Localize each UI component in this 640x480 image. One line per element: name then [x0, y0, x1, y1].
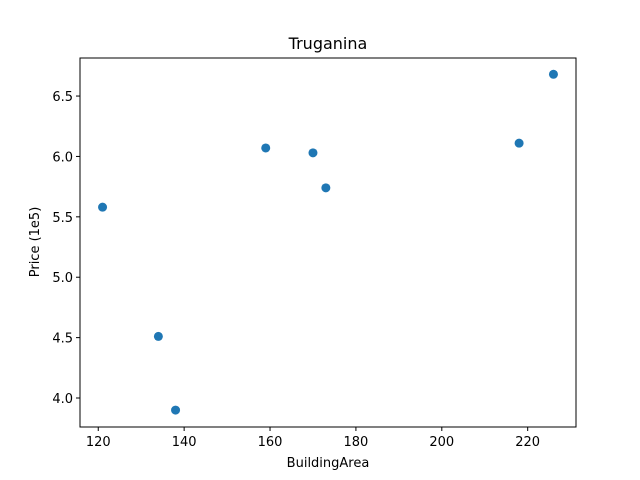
x-tick-label: 220 [515, 435, 540, 450]
data-point [153, 331, 163, 341]
y-tick-label: 6.0 [52, 150, 73, 165]
data-point [548, 69, 558, 79]
x-tick-label: 180 [343, 435, 368, 450]
data-points [98, 69, 558, 415]
y-axis: 4.0 4.5 5.0 5.5 6.0 6.5 [52, 90, 80, 407]
y-tick-label: 5.0 [52, 271, 73, 286]
data-point [171, 405, 181, 415]
data-point [98, 202, 108, 212]
plot-area [79, 57, 577, 428]
x-axis-label: BuildingArea [287, 456, 370, 471]
x-tick-label: 120 [86, 435, 111, 450]
y-tick-label: 4.0 [52, 392, 73, 407]
y-tick-label: 6.5 [52, 90, 73, 105]
chart-title: Truganina [288, 34, 368, 53]
data-point [308, 148, 318, 158]
x-tick-label: 140 [172, 435, 197, 450]
x-tick-label: 200 [429, 435, 454, 450]
y-tick-label: 5.5 [52, 211, 73, 226]
data-point [261, 143, 271, 153]
data-point [514, 138, 524, 148]
data-point [321, 183, 331, 193]
y-axis-label: Price (1e5) [28, 207, 43, 278]
y-tick-label: 4.5 [52, 332, 73, 347]
x-axis: 120 140 160 180 200 220 [86, 427, 540, 450]
x-tick-label: 160 [258, 435, 283, 450]
